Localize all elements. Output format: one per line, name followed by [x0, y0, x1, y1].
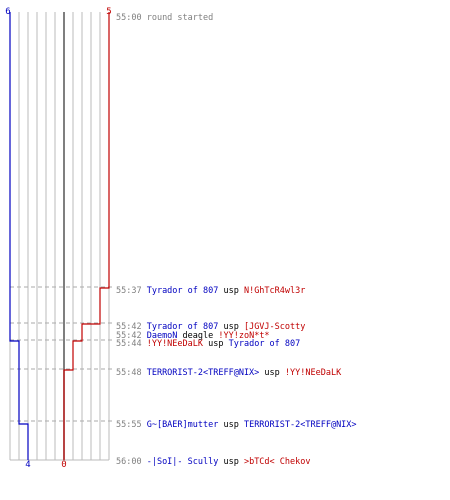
event-weapon: usp [218, 286, 244, 296]
event-player: !YY!NEeDaLK [285, 368, 342, 378]
player-count-grid [9, 12, 110, 461]
event-time: 55:55 [116, 420, 142, 430]
team-b-alive-line [63, 12, 110, 460]
kill-event-row: 55:42 Tyrador of 807 usp [JGVJ-Scotty [116, 322, 305, 332]
event-player: TERRORIST-2<TREFF@NIX> [142, 368, 260, 378]
event-weapon: round started [142, 13, 214, 23]
team-lines [9, 12, 110, 460]
event-guides [10, 286, 112, 422]
event-time: 55:42 [116, 322, 142, 332]
event-time: 55:48 [116, 368, 142, 378]
event-player: !YY!NEeDaLK [142, 339, 204, 349]
event-time: 55:42 [116, 331, 142, 341]
event-time: 56:00 [116, 457, 142, 467]
event-time: 55:37 [116, 286, 142, 296]
team-b-end-count: 0 [61, 460, 66, 470]
kill-event-row: 55:00 round started [116, 13, 213, 23]
event-player: Tyrador of 807 [229, 339, 301, 349]
event-player: [JGVJ-Scotty [244, 322, 305, 332]
event-player: N!GhTcR4wl3r [244, 286, 305, 296]
team-a-start-count: 6 [5, 7, 10, 17]
kill-event-row: 55:48 TERRORIST-2<TREFF@NIX> usp !YY!NEe… [116, 368, 342, 378]
team-a-end-count: 4 [25, 460, 30, 470]
event-time: 55:44 [116, 339, 142, 349]
event-player: Tyrador of 807 [142, 322, 219, 332]
event-player: !YY!zoN*t* [218, 331, 269, 341]
event-player: Tyrador of 807 [142, 286, 219, 296]
event-player: >bTCd< Chekov [244, 457, 311, 467]
event-time: 55:00 [116, 13, 142, 23]
kill-event-row: 55:55 G~[BAER]mutter usp TERRORIST-2<TRE… [116, 420, 357, 430]
team-b-start-count: 5 [106, 7, 111, 17]
kill-event-row: 56:00 -|SoI|- Scully usp >bTCd< Chekov [116, 457, 310, 467]
event-weapon: usp [218, 322, 244, 332]
event-weapon: usp [203, 339, 229, 349]
event-player: DaemoN [142, 331, 178, 341]
event-weapon: deagle [177, 331, 218, 341]
event-player: G~[BAER]mutter [142, 420, 219, 430]
event-player: TERRORIST-2<TREFF@NIX> [244, 420, 357, 430]
kill-event-row: 55:44 !YY!NEeDaLK usp Tyrador of 807 [116, 339, 300, 349]
kill-event-list: 55:00 round started 55:37 Tyrador of 807 … [116, 13, 357, 467]
kill-event-row: 55:42 DaemoN deagle !YY!zoN*t* [116, 331, 270, 341]
event-weapon: usp [218, 420, 244, 430]
event-weapon: usp [259, 368, 285, 378]
event-player: -|SoI|- Scully [142, 457, 219, 467]
kill-event-row: 55:37 Tyrador of 807 usp N!GhTcR4wl3r [116, 286, 305, 296]
team-a-alive-line [9, 12, 29, 460]
event-weapon: usp [218, 457, 244, 467]
